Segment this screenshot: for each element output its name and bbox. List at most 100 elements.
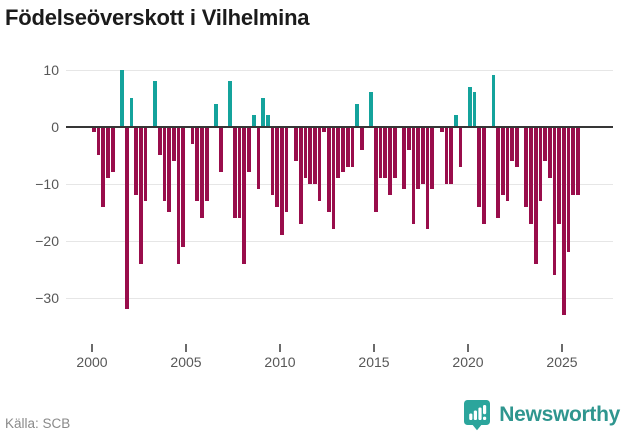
brand-logo: Newsworthy [464,399,620,431]
bar [529,126,533,224]
bar [444,126,449,184]
bar [336,126,341,179]
x-axis-label: 2025 [546,354,578,370]
bar [369,92,374,127]
bar [515,126,519,167]
x-axis-label: 2010 [264,354,296,370]
bar [482,126,486,224]
y-axis-label: −30 [35,290,59,306]
bar [237,126,242,219]
bar [500,126,505,196]
source-note: Källa: SCB [5,416,71,431]
x-axis-label: 2015 [358,354,390,370]
bar [388,126,392,196]
bar [392,126,397,179]
bar [200,126,204,219]
bar [496,126,500,219]
bar [195,126,200,201]
bar [270,126,275,196]
bar [341,126,345,173]
bar [331,126,336,230]
bar [134,126,139,196]
bar [552,126,557,276]
x-axis-tick [561,344,563,352]
x-axis-tick [185,344,187,352]
bar [557,126,562,224]
bar [453,115,458,127]
zero-axis-line [66,125,613,128]
bar [416,126,421,190]
bar [406,126,411,150]
bar [547,126,552,179]
bar [181,126,186,247]
bar [345,126,350,167]
bar [298,126,303,224]
bar [171,126,176,161]
bar [303,126,308,179]
x-axis-tick [279,344,281,352]
x-axis-label: 2005 [170,354,202,370]
gridline-y-20 [66,240,613,242]
bar [312,126,317,184]
bar [317,126,322,201]
x-axis-tick [373,344,375,352]
bar [562,126,566,316]
bar [275,126,280,207]
bar [533,126,538,264]
bar [571,126,576,196]
bar [265,115,270,127]
bar [129,98,134,127]
bar [242,126,247,264]
bar [157,126,162,156]
bar [421,126,425,184]
newsworthy-badge-icon [464,399,491,431]
bar [294,126,298,161]
gridline-y-10 [66,183,613,185]
bar [458,126,463,167]
bar [491,75,496,127]
y-axis-label: −10 [35,175,59,192]
bar [139,126,143,264]
bar [355,103,359,127]
bar [430,126,435,190]
gridline-y10 [66,69,613,71]
bar [124,126,129,310]
brand-name: Newsworthy [499,403,620,426]
bar [425,126,430,230]
bar [524,126,529,207]
bar [228,81,233,127]
bar [120,69,124,127]
bar [176,126,181,264]
bar [510,126,515,161]
bar [576,126,580,196]
bar [143,126,148,201]
bar [153,81,157,127]
chart-title: Födelseöverskott i Vilhelmina [5,5,310,30]
bar [110,126,115,173]
bar [204,126,209,201]
bar [402,126,406,190]
bar [468,86,472,127]
bar [233,126,237,219]
bar [359,126,364,150]
bar [327,126,331,213]
bar [190,126,195,144]
bar [439,126,444,133]
bar [167,126,171,213]
x-axis-tick [467,344,469,352]
bar [374,126,378,213]
bar [378,126,383,179]
y-axis-label: 10 [43,61,59,78]
bar [162,126,167,201]
bar [308,126,312,184]
gridline-y-30 [66,298,613,299]
bar [284,126,289,213]
x-axis-label: 2000 [76,354,108,370]
bar [411,126,416,224]
bar [256,126,261,190]
bar [96,126,101,156]
bar [247,126,251,173]
bar [505,126,510,201]
